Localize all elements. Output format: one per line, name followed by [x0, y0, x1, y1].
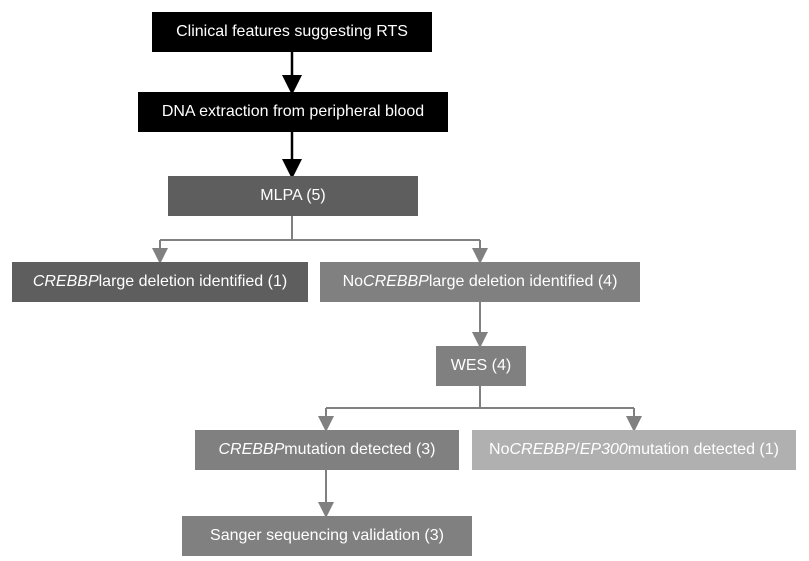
- flow-node-n9: Sanger sequencing validation (3): [182, 516, 472, 556]
- node-text: large deletion identified (1): [99, 273, 288, 291]
- node-text: mutation detected (1): [628, 441, 779, 459]
- flow-node-n2: DNA extraction from peripheral blood: [138, 92, 448, 132]
- flow-node-n6: WES (4): [436, 346, 526, 386]
- node-text: Sanger sequencing validation (3): [210, 527, 444, 545]
- node-text: WES (4): [451, 357, 511, 375]
- flow-node-n1: Clinical features suggesting RTS: [152, 12, 432, 52]
- node-text: mutation detected (3): [284, 441, 435, 459]
- flow-node-n7: CREBBP mutation detected (3): [195, 430, 459, 470]
- flow-node-n4: CREBBP large deletion identified (1): [12, 262, 308, 302]
- node-text: large deletion identified (4): [429, 273, 618, 291]
- node-text: Clinical features suggesting RTS: [176, 23, 408, 41]
- node-text: DNA extraction from peripheral blood: [162, 103, 424, 121]
- flow-node-n5: No CREBBP large deletion identified (4): [320, 262, 640, 302]
- node-text: MLPA (5): [260, 187, 326, 205]
- flow-node-n3: MLPA (5): [168, 176, 418, 216]
- flow-node-n8: No CREBBP/EP300 mutation detected (1): [472, 430, 796, 470]
